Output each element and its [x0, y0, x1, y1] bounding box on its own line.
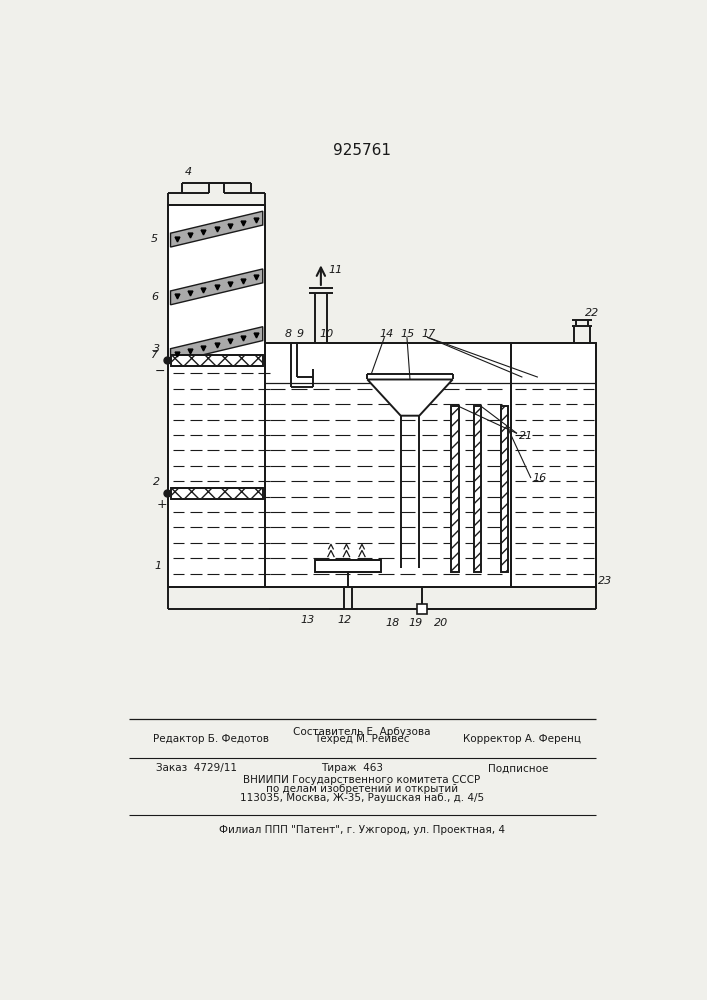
- Text: +: +: [156, 498, 167, 511]
- Text: 12: 12: [337, 615, 351, 625]
- Text: 16: 16: [532, 473, 547, 483]
- Text: 5: 5: [151, 234, 158, 244]
- Bar: [168, 205, 265, 587]
- Text: 18: 18: [385, 618, 399, 628]
- Text: Корректор А. Ференц: Корректор А. Ференц: [463, 734, 581, 744]
- Text: 113035, Москва, Ж-35, Раушская наб., д. 4/5: 113035, Москва, Ж-35, Раушская наб., д. …: [240, 793, 484, 803]
- Text: 2: 2: [153, 477, 160, 487]
- Text: 20: 20: [434, 618, 448, 628]
- Text: Техред М. Рейвес: Техред М. Рейвес: [314, 734, 409, 744]
- Text: 17: 17: [421, 329, 436, 339]
- Text: 4: 4: [185, 167, 192, 177]
- Text: 8: 8: [284, 329, 291, 339]
- Text: Редактор Б. Федотов: Редактор Б. Федотов: [153, 734, 269, 744]
- Text: Подписное: Подписное: [489, 763, 549, 773]
- Bar: [265, 343, 510, 587]
- Text: 6: 6: [151, 292, 158, 302]
- Text: 925761: 925761: [333, 143, 391, 158]
- Bar: [170, 355, 263, 366]
- Text: 19: 19: [409, 618, 423, 628]
- Text: Составитель Е. Арбузова: Составитель Е. Арбузова: [293, 727, 431, 737]
- Text: 3: 3: [153, 344, 160, 354]
- Bar: [474, 406, 481, 572]
- Text: 11: 11: [329, 265, 343, 275]
- Text: 10: 10: [320, 329, 334, 339]
- Bar: [510, 343, 596, 587]
- Text: 1: 1: [154, 561, 161, 571]
- Text: 14: 14: [379, 329, 393, 339]
- Polygon shape: [368, 379, 452, 416]
- Text: 9: 9: [296, 329, 303, 339]
- Text: 21: 21: [518, 431, 533, 441]
- Text: 13: 13: [300, 615, 315, 625]
- Text: 7: 7: [151, 350, 158, 360]
- Polygon shape: [170, 327, 263, 363]
- Text: −: −: [154, 365, 165, 378]
- Text: Заказ  4729/11: Заказ 4729/11: [156, 763, 238, 773]
- Text: Филиал ППП "Патент", г. Ужгород, ул. Проектная, 4: Филиал ППП "Патент", г. Ужгород, ул. Про…: [219, 825, 505, 835]
- Text: 23: 23: [597, 576, 612, 586]
- Text: 22: 22: [585, 308, 600, 318]
- Text: Тираж  463: Тираж 463: [321, 763, 383, 773]
- Bar: [501, 406, 508, 572]
- Text: 15: 15: [401, 329, 415, 339]
- Polygon shape: [170, 269, 263, 305]
- Text: по делам изобретений и открытий: по делам изобретений и открытий: [266, 784, 458, 794]
- Bar: [315, 560, 380, 572]
- Text: ВНИИПИ Государственного комитета СССР: ВНИИПИ Государственного комитета СССР: [243, 775, 481, 785]
- Polygon shape: [170, 211, 263, 247]
- Bar: [170, 488, 263, 499]
- Bar: [451, 406, 459, 572]
